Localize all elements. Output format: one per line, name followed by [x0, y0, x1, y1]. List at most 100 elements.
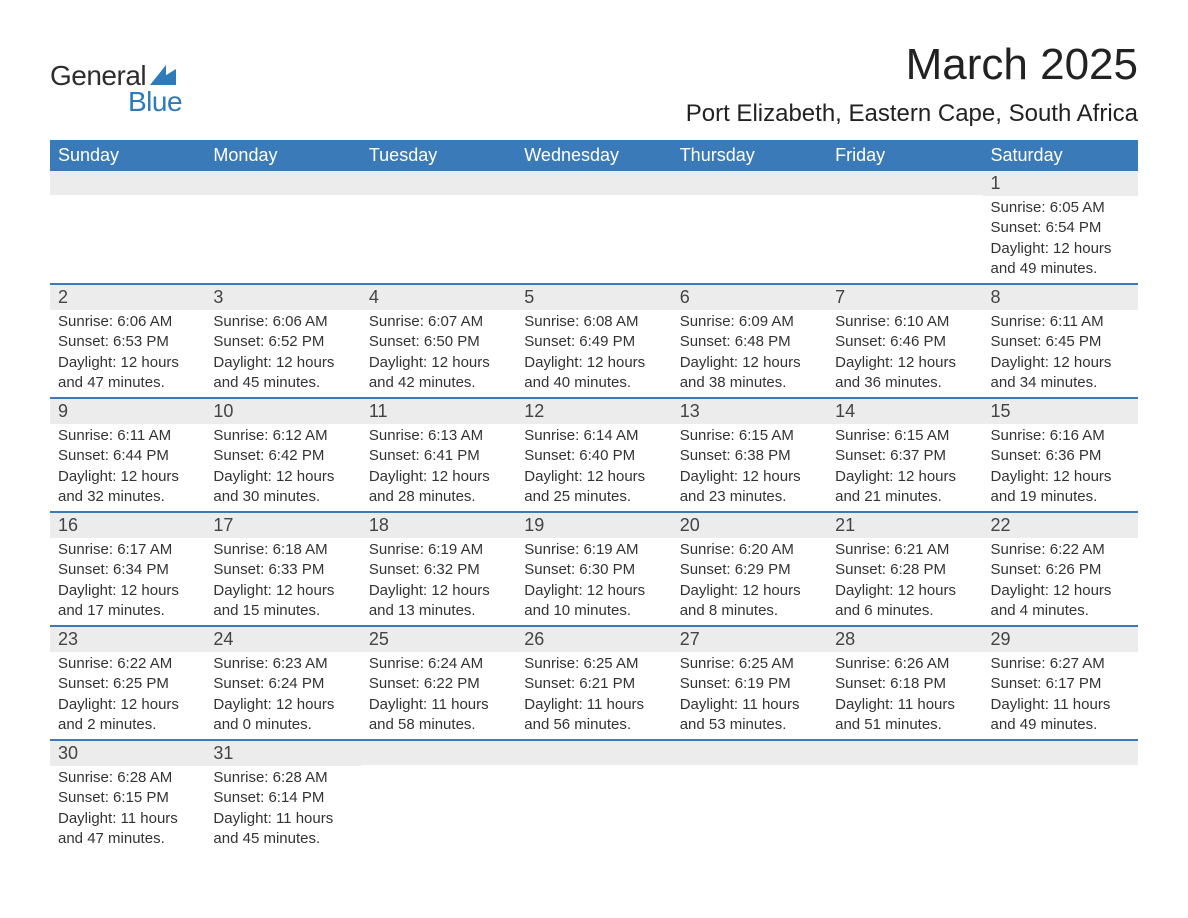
- day-number: 11: [361, 399, 516, 424]
- sunset-text: Sunset: 6:24 PM: [213, 674, 352, 694]
- day-content: Sunrise: 6:23 AMSunset: 6:24 PMDaylight:…: [205, 652, 360, 739]
- day-content: Sunrise: 6:21 AMSunset: 6:28 PMDaylight:…: [827, 538, 982, 625]
- empty-day-number: [50, 171, 205, 195]
- daylight-text: and 32 minutes.: [58, 487, 197, 507]
- day-number: 31: [205, 741, 360, 766]
- day-number: 26: [516, 627, 671, 652]
- sunrise-text: Sunrise: 6:16 AM: [991, 426, 1130, 446]
- day-cell: 18Sunrise: 6:19 AMSunset: 6:32 PMDayligh…: [361, 512, 516, 626]
- day-cell: [361, 740, 516, 853]
- day-number: 30: [50, 741, 205, 766]
- sunset-text: Sunset: 6:14 PM: [213, 788, 352, 808]
- day-content: Sunrise: 6:06 AMSunset: 6:53 PMDaylight:…: [50, 310, 205, 397]
- sunset-text: Sunset: 6:49 PM: [524, 332, 663, 352]
- day-content: Sunrise: 6:27 AMSunset: 6:17 PMDaylight:…: [983, 652, 1138, 739]
- day-cell: 19Sunrise: 6:19 AMSunset: 6:30 PMDayligh…: [516, 512, 671, 626]
- day-cell: 30Sunrise: 6:28 AMSunset: 6:15 PMDayligh…: [50, 740, 205, 853]
- daylight-text: and 56 minutes.: [524, 715, 663, 735]
- day-content: Sunrise: 6:22 AMSunset: 6:26 PMDaylight:…: [983, 538, 1138, 625]
- col-friday: Friday: [827, 140, 982, 171]
- sunrise-text: Sunrise: 6:10 AM: [835, 312, 974, 332]
- day-content: Sunrise: 6:16 AMSunset: 6:36 PMDaylight:…: [983, 424, 1138, 511]
- day-cell: 15Sunrise: 6:16 AMSunset: 6:36 PMDayligh…: [983, 398, 1138, 512]
- day-cell: [827, 740, 982, 853]
- day-cell: [516, 171, 671, 284]
- col-thursday: Thursday: [672, 140, 827, 171]
- daylight-text: Daylight: 12 hours: [680, 353, 819, 373]
- daylight-text: Daylight: 12 hours: [991, 581, 1130, 601]
- daylight-text: Daylight: 12 hours: [991, 467, 1130, 487]
- day-cell: [827, 171, 982, 284]
- day-cell: 21Sunrise: 6:21 AMSunset: 6:28 PMDayligh…: [827, 512, 982, 626]
- sunrise-text: Sunrise: 6:11 AM: [991, 312, 1130, 332]
- sunset-text: Sunset: 6:41 PM: [369, 446, 508, 466]
- daylight-text: Daylight: 11 hours: [213, 809, 352, 829]
- daylight-text: Daylight: 12 hours: [58, 467, 197, 487]
- col-sunday: Sunday: [50, 140, 205, 171]
- sunrise-text: Sunrise: 6:23 AM: [213, 654, 352, 674]
- day-content: Sunrise: 6:14 AMSunset: 6:40 PMDaylight:…: [516, 424, 671, 511]
- sunset-text: Sunset: 6:36 PM: [991, 446, 1130, 466]
- daylight-text: Daylight: 12 hours: [58, 695, 197, 715]
- sunset-text: Sunset: 6:53 PM: [58, 332, 197, 352]
- sunrise-text: Sunrise: 6:17 AM: [58, 540, 197, 560]
- sunset-text: Sunset: 6:50 PM: [369, 332, 508, 352]
- sunrise-text: Sunrise: 6:06 AM: [213, 312, 352, 332]
- sunrise-text: Sunrise: 6:22 AM: [58, 654, 197, 674]
- day-content: Sunrise: 6:09 AMSunset: 6:48 PMDaylight:…: [672, 310, 827, 397]
- day-cell: [672, 171, 827, 284]
- day-number: 6: [672, 285, 827, 310]
- day-number: 28: [827, 627, 982, 652]
- day-number: 16: [50, 513, 205, 538]
- day-content: Sunrise: 6:15 AMSunset: 6:38 PMDaylight:…: [672, 424, 827, 511]
- week-row: 16Sunrise: 6:17 AMSunset: 6:34 PMDayligh…: [50, 512, 1138, 626]
- day-cell: 24Sunrise: 6:23 AMSunset: 6:24 PMDayligh…: [205, 626, 360, 740]
- day-number: 25: [361, 627, 516, 652]
- day-cell: 11Sunrise: 6:13 AMSunset: 6:41 PMDayligh…: [361, 398, 516, 512]
- sunrise-text: Sunrise: 6:24 AM: [369, 654, 508, 674]
- empty-day-number: [672, 171, 827, 195]
- day-number: 23: [50, 627, 205, 652]
- sunrise-text: Sunrise: 6:22 AM: [991, 540, 1130, 560]
- sunset-text: Sunset: 6:30 PM: [524, 560, 663, 580]
- daylight-text: Daylight: 11 hours: [991, 695, 1130, 715]
- day-number: 9: [50, 399, 205, 424]
- day-content: Sunrise: 6:25 AMSunset: 6:21 PMDaylight:…: [516, 652, 671, 739]
- day-number: 24: [205, 627, 360, 652]
- day-cell: 14Sunrise: 6:15 AMSunset: 6:37 PMDayligh…: [827, 398, 982, 512]
- day-cell: 13Sunrise: 6:15 AMSunset: 6:38 PMDayligh…: [672, 398, 827, 512]
- daylight-text: and 25 minutes.: [524, 487, 663, 507]
- day-number: 3: [205, 285, 360, 310]
- daylight-text: and 0 minutes.: [213, 715, 352, 735]
- daylight-text: and 19 minutes.: [991, 487, 1130, 507]
- day-content: Sunrise: 6:28 AMSunset: 6:15 PMDaylight:…: [50, 766, 205, 853]
- daylight-text: Daylight: 11 hours: [835, 695, 974, 715]
- sunrise-text: Sunrise: 6:21 AM: [835, 540, 974, 560]
- sunrise-text: Sunrise: 6:12 AM: [213, 426, 352, 446]
- daylight-text: and 38 minutes.: [680, 373, 819, 393]
- sunset-text: Sunset: 6:54 PM: [991, 218, 1130, 238]
- day-number: 2: [50, 285, 205, 310]
- week-row: 1Sunrise: 6:05 AMSunset: 6:54 PMDaylight…: [50, 171, 1138, 284]
- week-row: 30Sunrise: 6:28 AMSunset: 6:15 PMDayligh…: [50, 740, 1138, 853]
- day-content: Sunrise: 6:17 AMSunset: 6:34 PMDaylight:…: [50, 538, 205, 625]
- day-number: 29: [983, 627, 1138, 652]
- empty-day-number: [983, 741, 1138, 765]
- day-cell: [50, 171, 205, 284]
- empty-day-number: [516, 741, 671, 765]
- daylight-text: Daylight: 12 hours: [991, 239, 1130, 259]
- sunrise-text: Sunrise: 6:11 AM: [58, 426, 197, 446]
- daylight-text: Daylight: 11 hours: [680, 695, 819, 715]
- day-cell: 5Sunrise: 6:08 AMSunset: 6:49 PMDaylight…: [516, 284, 671, 398]
- empty-day-number: [827, 171, 982, 195]
- calendar-table: Sunday Monday Tuesday Wednesday Thursday…: [50, 140, 1138, 853]
- sunrise-text: Sunrise: 6:09 AM: [680, 312, 819, 332]
- day-cell: 9Sunrise: 6:11 AMSunset: 6:44 PMDaylight…: [50, 398, 205, 512]
- col-wednesday: Wednesday: [516, 140, 671, 171]
- day-cell: 20Sunrise: 6:20 AMSunset: 6:29 PMDayligh…: [672, 512, 827, 626]
- sunset-text: Sunset: 6:46 PM: [835, 332, 974, 352]
- daylight-text: Daylight: 12 hours: [991, 353, 1130, 373]
- day-content: Sunrise: 6:12 AMSunset: 6:42 PMDaylight:…: [205, 424, 360, 511]
- day-content: Sunrise: 6:18 AMSunset: 6:33 PMDaylight:…: [205, 538, 360, 625]
- sunset-text: Sunset: 6:42 PM: [213, 446, 352, 466]
